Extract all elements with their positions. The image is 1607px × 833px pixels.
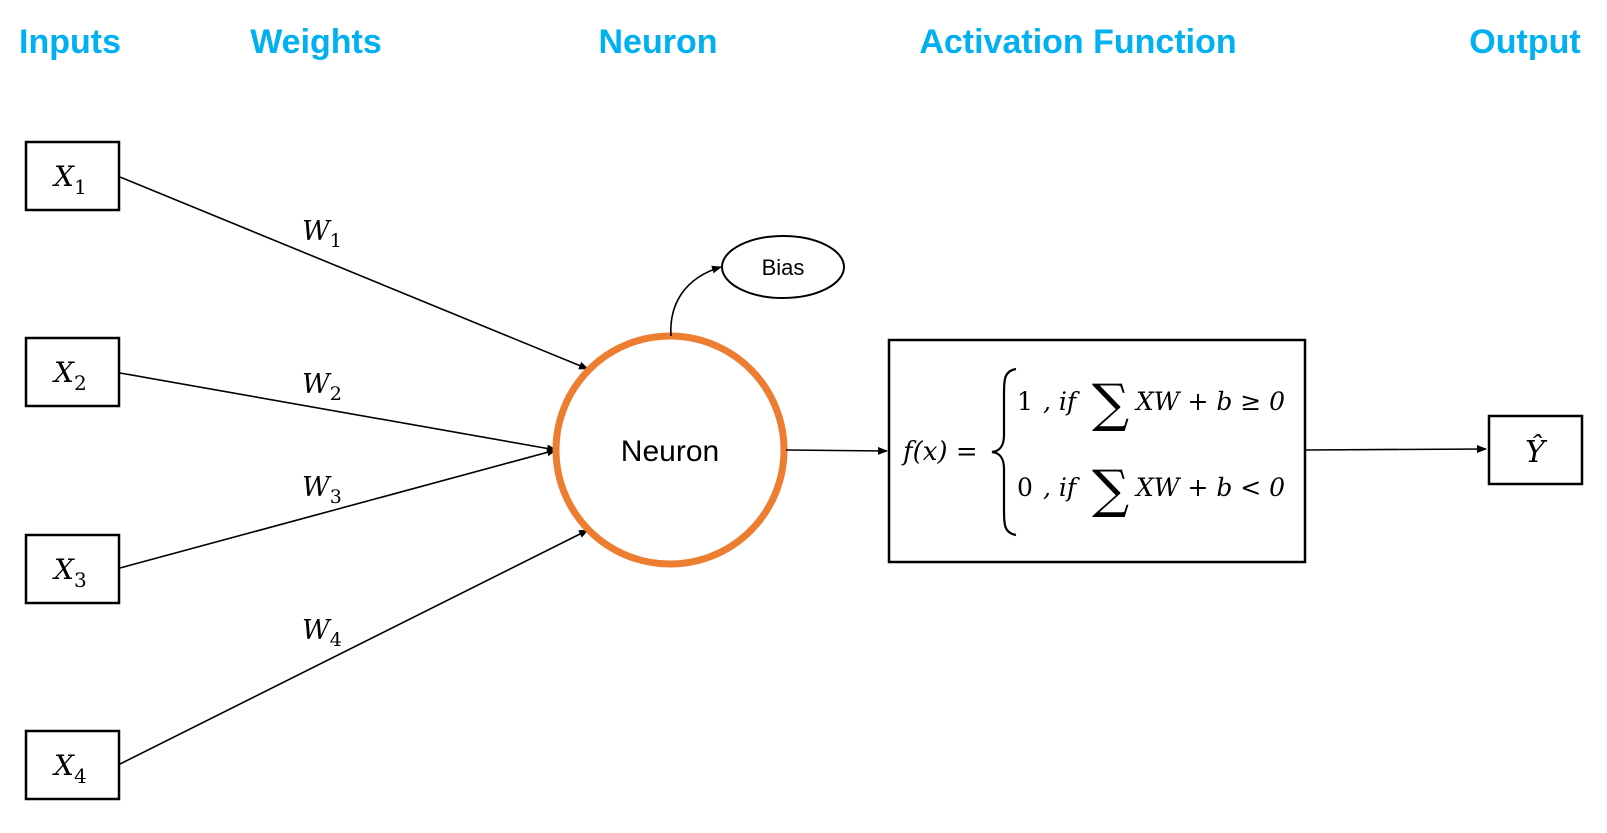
input-sub-3: 3 [74,568,87,592]
neuron-circle [552,332,788,568]
input-sub-4: 4 [74,764,87,788]
weight-label-3: W3 [302,472,342,508]
input-var-3: X [52,553,75,586]
weight-label-2: W2 [302,369,342,405]
case1-value: 1 [1017,387,1033,416]
edge-input-3 [119,448,557,569]
activation-function-box: f(x) = 1 , if ∑ XW + b ≥ 0 0 , if ∑ XW +… [887,338,1307,564]
case1-condition: , if [1043,387,1080,416]
header-activation-function: Activation Function [919,23,1236,61]
neuron-label: Neuron [621,435,719,468]
edge-activation-to-output [1304,445,1487,454]
input-var-2: X [52,356,75,389]
edge-input-2 [119,372,557,453]
edge-input-4 [119,529,589,765]
case1-expression: XW + b ≥ 0 [1134,387,1285,416]
input-node-3: X3 [24,533,121,605]
svg-text:X1: X1 [52,160,87,199]
header-neuron: Neuron [599,23,718,61]
output-label: Ŷ [1525,434,1548,470]
output-node [1487,414,1584,486]
input-node-1: X1 [24,140,121,212]
svg-text:X3: X3 [52,553,87,592]
svg-text:X2: X2 [52,356,87,395]
svg-text:X4: X4 [52,749,87,788]
activation-lhs: f(x) = [901,437,978,467]
case2-expression: XW + b < 0 [1134,473,1285,502]
edge-input-1 [119,176,589,370]
input-sub-1: 1 [74,175,87,199]
input-node-2: X2 [24,336,121,408]
header-inputs: Inputs [19,23,121,61]
header-weights: Weights [250,23,382,61]
case1-sum-symbol: ∑ [1092,374,1129,434]
case2-sum-symbol: ∑ [1092,460,1129,520]
header-output: Output [1469,23,1580,61]
edge-neuron-to-activation [785,446,888,455]
case2-value: 0 [1017,473,1033,502]
weight-label-4: W4 [302,615,342,651]
input-var-4: X [52,749,75,782]
weight-label-1: W1 [302,216,342,252]
bias-label: Bias [762,255,805,280]
case2-condition: , if [1043,473,1080,502]
cases-brace [991,367,1017,537]
input-node-4: X4 [24,729,121,801]
bias-arrow [670,265,722,337]
input-sub-2: 2 [74,371,87,395]
input-var-1: X [52,160,75,193]
bias-node [721,235,845,299]
